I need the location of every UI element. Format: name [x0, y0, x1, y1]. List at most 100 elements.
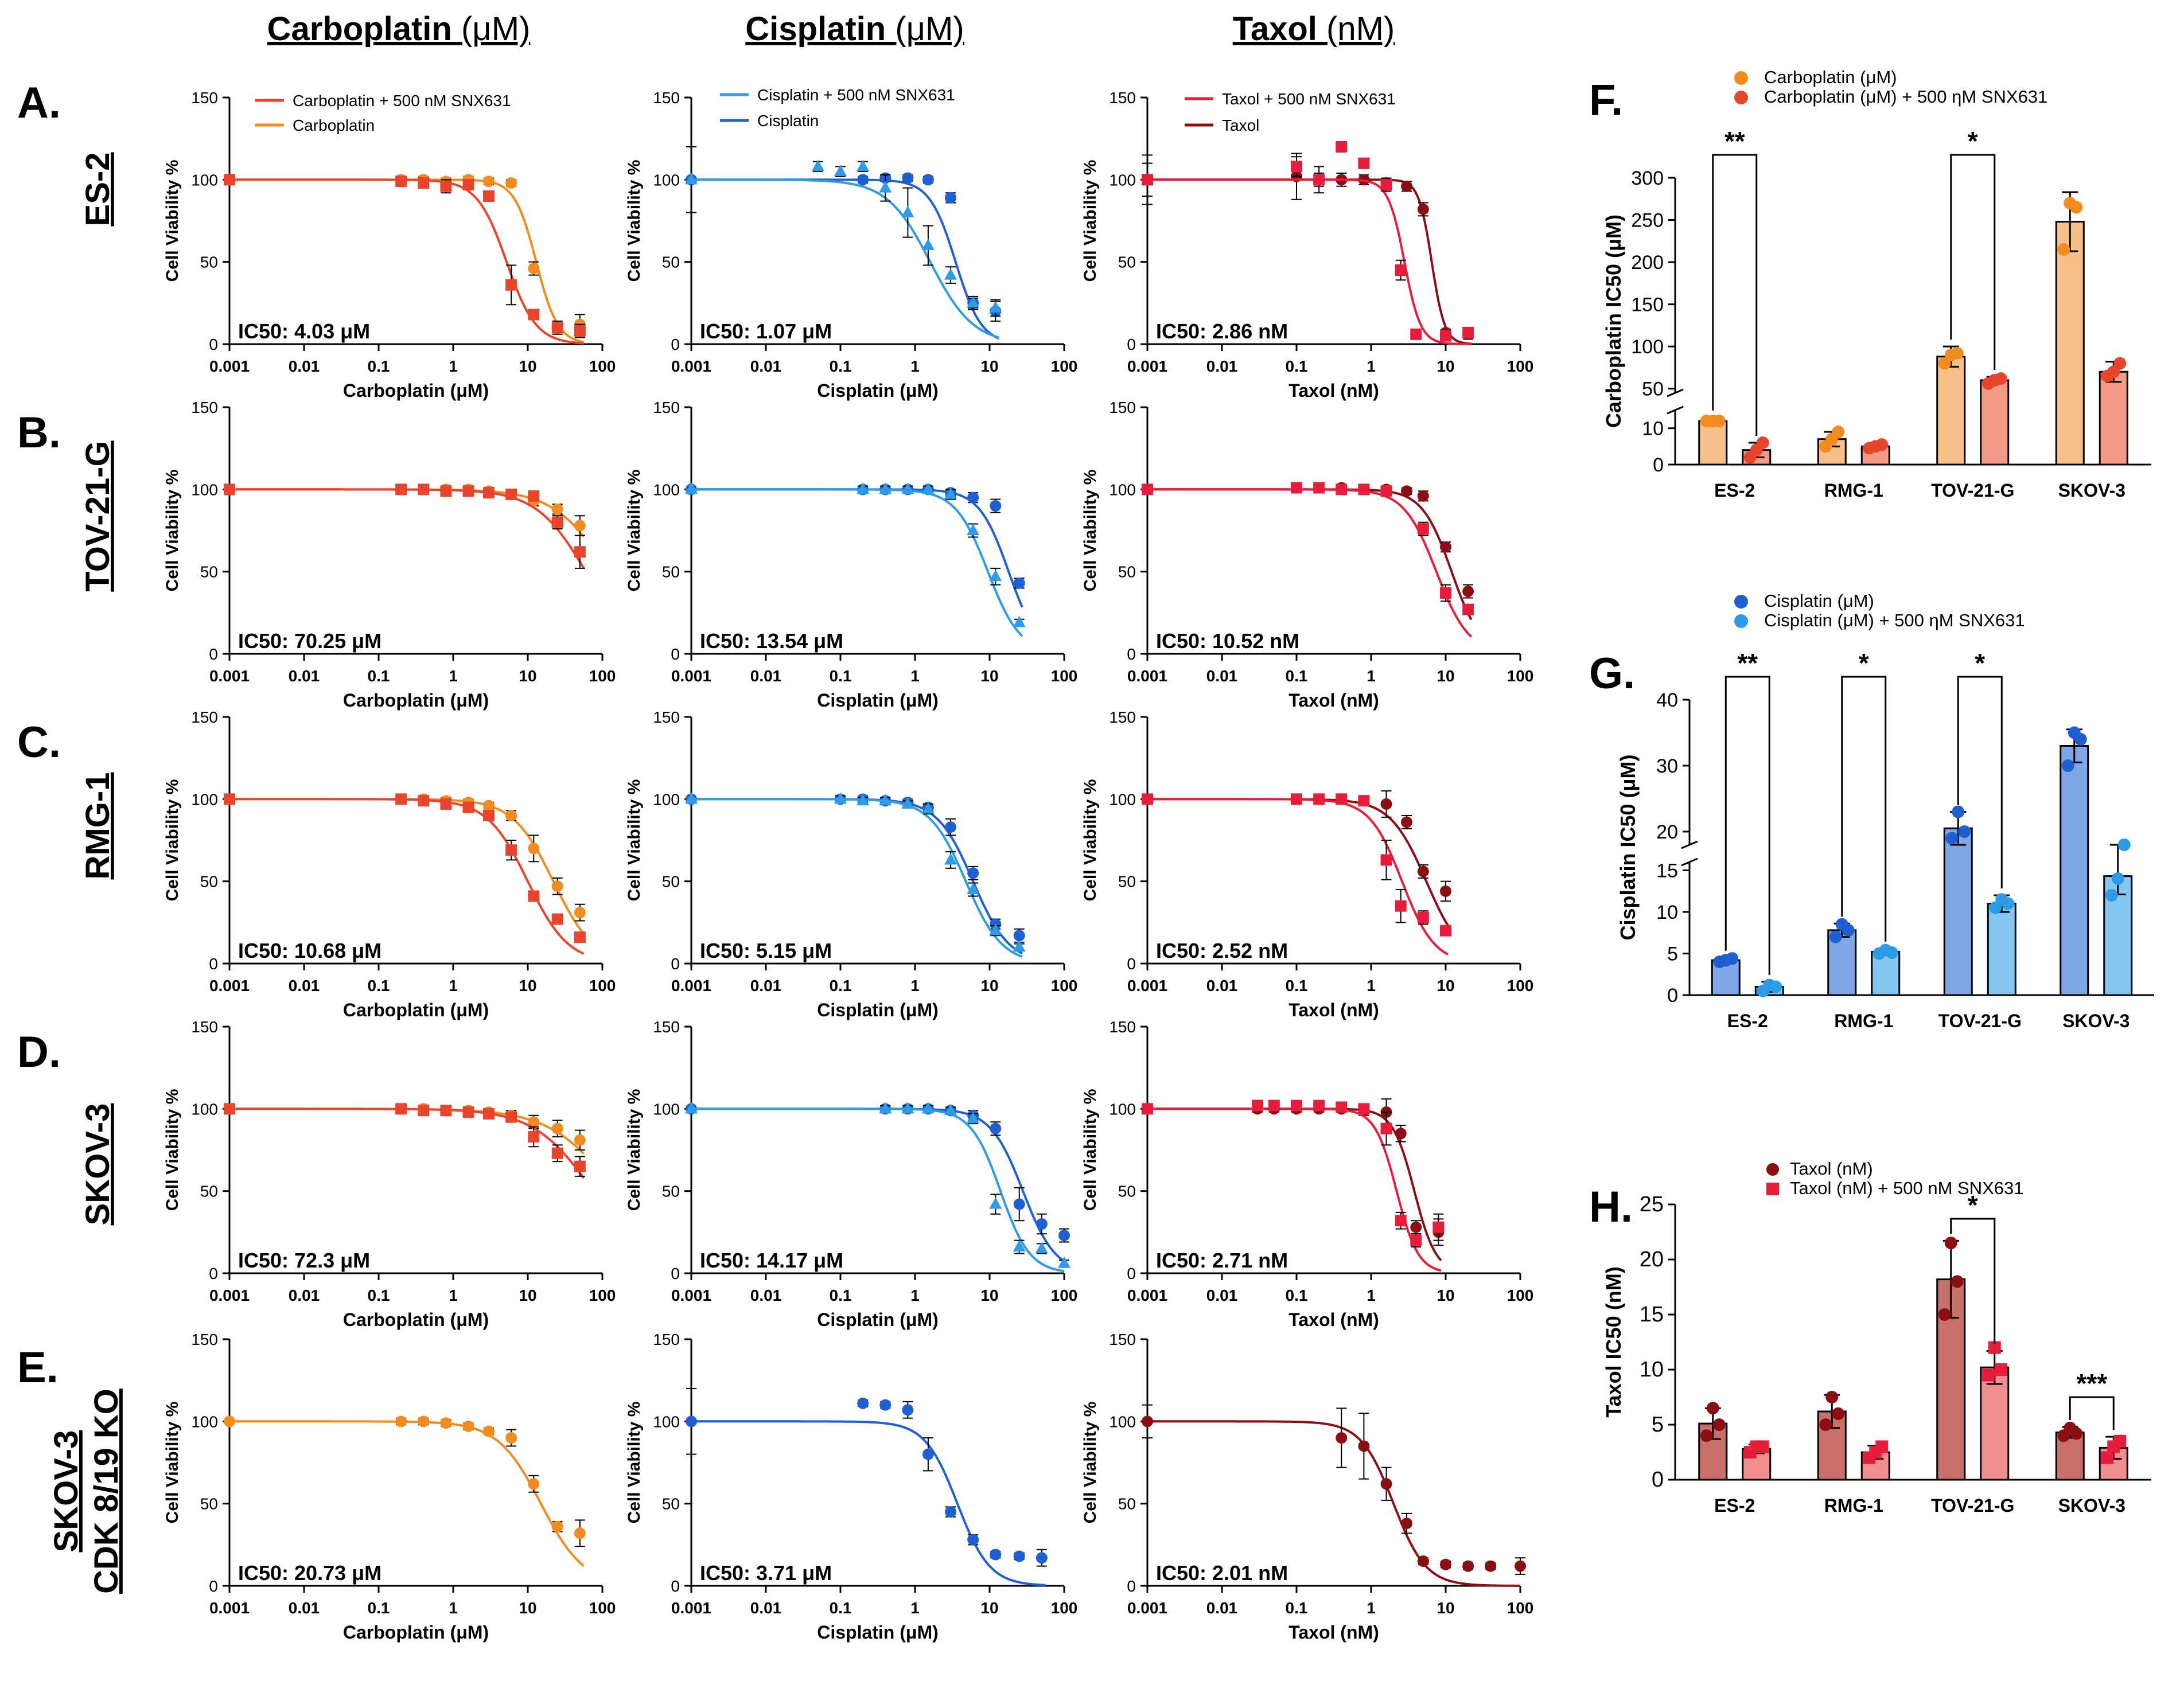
- data-point: [224, 793, 235, 805]
- significance-bracket: [1950, 154, 1996, 371]
- y-tick-label: 150: [191, 1018, 218, 1036]
- legend-label: Cisplatin (μM) + 500 ηM SNX631: [1764, 610, 2025, 630]
- data-point: [1013, 940, 1026, 952]
- y-tick-label: 0: [1653, 454, 1664, 476]
- data-point: [1401, 1518, 1413, 1530]
- x-tick-label: 0.01: [750, 357, 782, 375]
- data-point: [902, 1404, 914, 1416]
- y-tick-label: 100: [1631, 336, 1664, 358]
- replicate-point: [1832, 426, 1845, 438]
- data-point: [989, 301, 1002, 313]
- data-point: [1380, 1122, 1392, 1134]
- replicate-point: [1994, 1363, 2007, 1376]
- data-point: [1291, 1099, 1302, 1112]
- data-point: [1142, 1415, 1153, 1428]
- legend-label-cis-snx: Cisplatin + 500 nM SNX631: [757, 86, 955, 104]
- significance-bracket: [2069, 1396, 2115, 1430]
- replicate-point: [1945, 832, 1959, 845]
- data-point: [1036, 1218, 1048, 1230]
- curve-panel-r1-c2: 0 50 100 150 0.001 0.01 0.1 1 10 100 Taxol (nM) Cel…: [1081, 399, 1533, 711]
- x-tick-label: 10: [980, 357, 998, 375]
- data-point: [462, 1420, 474, 1432]
- y-tick-label: 20: [1656, 821, 1678, 843]
- data-point: [440, 180, 452, 192]
- data-point: [395, 176, 407, 188]
- y-axis-label: Cell Viability %: [163, 1402, 182, 1524]
- data-point: [1358, 795, 1370, 807]
- x-tick-label: 0.01: [1206, 667, 1238, 685]
- significance-label: **: [1724, 126, 1745, 156]
- data-point: [685, 482, 698, 494]
- x-tick-label: 0.01: [750, 977, 782, 995]
- data-point: [1035, 1242, 1048, 1253]
- data-point: [1313, 174, 1325, 186]
- x-tick-label: 0.01: [750, 667, 782, 685]
- data-point: [1013, 577, 1025, 589]
- y-tick-label: 150: [1109, 1331, 1136, 1348]
- y-tick-label: 150: [653, 1331, 680, 1348]
- replicate-point: [2105, 888, 2118, 902]
- curve-panel-r3-c2: 0 50 100 150 0.001 0.01 0.1 1 10 100 Taxol (nM) Cel…: [1081, 1018, 1533, 1330]
- replicate-point: [2074, 732, 2087, 746]
- row-cell-line: ES-2: [79, 153, 116, 227]
- col-header-cisplatin: Cisplatin (μM): [745, 10, 964, 48]
- y-tick-label: 150: [1631, 294, 1664, 316]
- y-tick-label: 5: [1667, 943, 1678, 965]
- row-letter: E.: [17, 1343, 59, 1392]
- y-axis-label: Cell Viability %: [625, 1089, 644, 1211]
- data-point: [440, 485, 452, 497]
- y-tick-label: 100: [1109, 1100, 1136, 1118]
- x-tick-label: 1: [910, 1599, 920, 1617]
- data-point: [1417, 865, 1429, 878]
- data-point: [944, 853, 957, 865]
- x-tick-label: 0.001: [1127, 357, 1167, 375]
- legend-marker: [1734, 91, 1748, 104]
- replicate-point: [1885, 946, 1898, 960]
- legend-label: Taxol (nM) + 500 nM SNX631: [1790, 1178, 2024, 1198]
- x-tick-label: 100: [1507, 667, 1534, 685]
- data-point: [551, 913, 563, 925]
- row-letter: C.: [17, 718, 61, 767]
- legend-label: Taxol (nM): [1790, 1159, 1873, 1179]
- x-tick-label: 0.1: [830, 357, 852, 375]
- x-tick-label: 0.01: [1206, 1286, 1238, 1304]
- data-point: [395, 483, 407, 496]
- x-axis-label: Carboplatin (μM): [343, 1000, 489, 1020]
- x-tick-label: 10: [1437, 1286, 1454, 1304]
- y-tick-label: 30: [1656, 755, 1678, 777]
- x-tick-label: 0.001: [209, 1286, 250, 1304]
- row-cell-line: SKOV-3: [48, 1430, 85, 1553]
- category-label: TOV-21-G: [1938, 1011, 2022, 1031]
- category-label: TOV-21-G: [1931, 1495, 2014, 1516]
- data-point: [1013, 615, 1026, 627]
- data-point: [1380, 854, 1392, 866]
- x-tick-label: 0.01: [1206, 1599, 1238, 1617]
- axis-break-mark: [1681, 840, 1698, 849]
- x-tick-label: 0.1: [1286, 357, 1308, 375]
- x-tick-label: 0.01: [289, 1599, 320, 1617]
- y-tick-label: 150: [1109, 399, 1136, 416]
- y-tick-label: 50: [662, 1183, 680, 1200]
- replicate-point: [1832, 1407, 1845, 1420]
- data-point: [921, 1102, 935, 1114]
- data-point: [528, 490, 540, 502]
- data-point: [1013, 1550, 1025, 1562]
- data-point: [418, 1415, 430, 1428]
- data-point: [1401, 816, 1413, 828]
- y-tick-label: 100: [191, 481, 218, 498]
- data-point: [528, 1116, 540, 1128]
- replicate-point: [2070, 201, 2083, 214]
- data-point: [1142, 793, 1153, 805]
- data-point: [1013, 1198, 1025, 1210]
- data-point: [1291, 161, 1302, 173]
- data-point: [483, 190, 495, 202]
- data-point: [1410, 1221, 1422, 1233]
- data-point: [901, 1102, 914, 1114]
- data-point: [1336, 1432, 1348, 1444]
- data-point: [921, 482, 935, 494]
- data-point: [1440, 925, 1451, 937]
- data-point: [922, 1448, 934, 1460]
- y-tick-label: 100: [191, 790, 218, 808]
- data-point: [1358, 1440, 1370, 1452]
- x-tick-label: 10: [1437, 357, 1454, 375]
